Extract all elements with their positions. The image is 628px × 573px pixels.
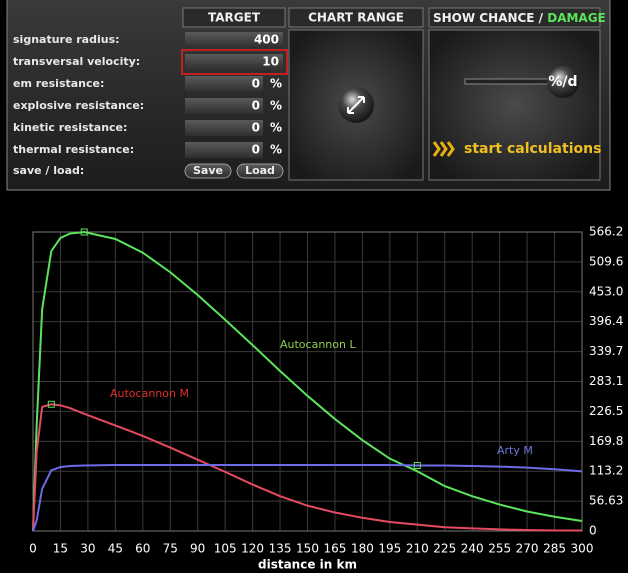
save-label: Save xyxy=(193,164,223,177)
field-input[interactable] xyxy=(185,142,263,158)
x-tick-label: 300 xyxy=(571,542,594,556)
field-focus xyxy=(181,49,288,75)
x-tick-label: 45 xyxy=(108,542,123,556)
y-tick-label: 566.2 xyxy=(589,225,623,239)
y-tick-label: 283.1 xyxy=(589,374,623,388)
series-line xyxy=(32,463,583,532)
y-tick-label: 396.4 xyxy=(589,314,623,328)
y-tick-label: 509.6 xyxy=(589,254,623,268)
field-unit: % xyxy=(270,77,282,91)
x-tick-label: 0 xyxy=(29,542,37,556)
header-bar xyxy=(428,7,601,28)
toggle-label: %/d xyxy=(548,74,577,90)
field-label: explosive resistance: xyxy=(13,99,144,112)
start-arrows xyxy=(432,141,455,157)
x-tick-label: 105 xyxy=(214,542,237,556)
y-tick-label: 226.5 xyxy=(589,404,623,418)
y-tick-label: 113.2 xyxy=(589,464,623,478)
start-button[interactable]: start calculations xyxy=(464,141,601,157)
field-label: save / load: xyxy=(13,164,84,177)
y-tick-label: 339.7 xyxy=(589,344,623,358)
field-value: 400 xyxy=(254,33,279,47)
field-label: em resistance: xyxy=(13,77,104,90)
x-tick-label: 240 xyxy=(461,542,484,556)
y-tick-label: 56.63 xyxy=(589,494,623,508)
x-tick-label: 270 xyxy=(516,542,539,556)
x-tick-label: 30 xyxy=(80,542,95,556)
field-input[interactable] xyxy=(185,98,263,114)
header: SHOW CHANCE / DAMAGE xyxy=(433,11,606,25)
x-tick-label: 165 xyxy=(323,542,346,556)
series-label: Arty M xyxy=(497,444,533,457)
series-line xyxy=(32,230,583,532)
x-axis-label: distance in km xyxy=(258,558,357,572)
y-tick-label: 0 xyxy=(589,524,597,538)
header-text: SHOW CHANCE / xyxy=(433,11,544,25)
header-bar xyxy=(288,7,424,28)
field-label: transversal velocity: xyxy=(13,55,140,68)
toggle-knob[interactable] xyxy=(547,66,579,98)
field-input[interactable] xyxy=(185,32,283,48)
save-button[interactable] xyxy=(184,163,232,179)
plot-border xyxy=(32,231,583,532)
show-box xyxy=(428,29,601,181)
highlight-point xyxy=(413,462,421,470)
field-input[interactable] xyxy=(185,120,263,136)
x-tick-label: 225 xyxy=(433,542,456,556)
load-button[interactable] xyxy=(236,163,284,179)
field-input[interactable] xyxy=(185,54,283,70)
field-label: kinetic resistance: xyxy=(13,121,127,134)
series-line xyxy=(32,403,582,532)
header-bar xyxy=(182,7,286,28)
x-tick-label: 255 xyxy=(488,542,511,556)
y-tick-label: 169.8 xyxy=(589,434,623,448)
field-value: 10 xyxy=(262,55,279,69)
field-unit: % xyxy=(270,143,282,157)
field-value: 0 xyxy=(252,143,260,157)
highlight-point xyxy=(47,400,55,408)
header: CHART RANGE xyxy=(308,11,404,25)
series-label: Autocannon L xyxy=(280,338,356,351)
x-tick-label: 135 xyxy=(269,542,292,556)
field-unit: % xyxy=(270,99,282,113)
x-tick-label: 120 xyxy=(241,542,264,556)
x-tick-label: 75 xyxy=(163,542,178,556)
field-input[interactable] xyxy=(185,76,263,92)
x-tick-label: 60 xyxy=(135,542,150,556)
field-label: signature radius: xyxy=(13,33,120,46)
toggle-track xyxy=(464,78,556,85)
x-tick-label: 150 xyxy=(296,542,319,556)
x-tick-label: 195 xyxy=(378,542,401,556)
x-tick-label: 90 xyxy=(190,542,205,556)
field-value: 0 xyxy=(252,77,260,91)
chart: 0 15 30 45 60 75 90 105 120 135 150 165 180 195 210 225… xyxy=(29,225,623,572)
load-label: Load xyxy=(245,164,275,177)
x-tick-label: 210 xyxy=(406,542,429,556)
x-tick-label: 180 xyxy=(351,542,374,556)
field-unit: % xyxy=(270,121,282,135)
x-tick-label: 285 xyxy=(543,542,566,556)
highlight-point xyxy=(80,228,88,236)
series-label: Autocannon M xyxy=(110,387,189,400)
y-tick-label: 453.0 xyxy=(589,284,623,298)
field-label: thermal resistance: xyxy=(13,143,134,156)
fields: signature radius: 400 transversal velocity… xyxy=(13,32,288,158)
x-tick-label: 15 xyxy=(53,542,68,556)
header-highlight: DAMAGE xyxy=(547,11,606,25)
field-value: 0 xyxy=(252,121,260,135)
range-icon xyxy=(347,96,365,114)
field-value: 0 xyxy=(252,99,260,113)
header: TARGET xyxy=(208,11,261,25)
